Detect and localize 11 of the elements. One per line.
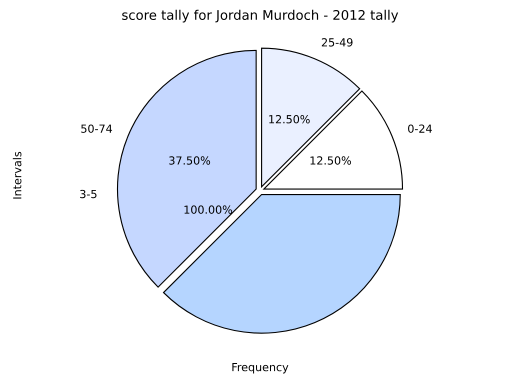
data-label: 37.50%: [169, 156, 210, 165]
text: Frequency: [232, 363, 288, 374]
text: Intervals: [12, 152, 22, 199]
text: 3-5: [80, 190, 97, 198]
slice-label: 25-49: [322, 38, 353, 47]
data-label: 12.50%: [269, 115, 310, 124]
data-label: 12.50%: [310, 156, 352, 165]
text: 100.00%: [184, 205, 232, 214]
slice-label: 50-74: [81, 124, 112, 133]
chart-title: score tally for Jordan Murdoch - 2012 tally: [122, 10, 398, 23]
slice-label: 0-24: [408, 124, 432, 133]
